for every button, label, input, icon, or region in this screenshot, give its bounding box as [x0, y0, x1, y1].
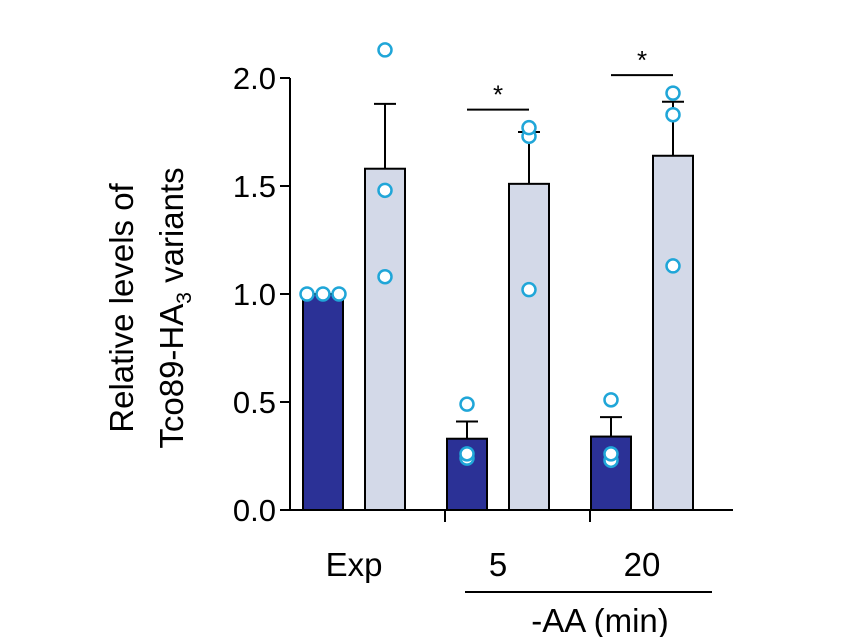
- bars: [302, 154, 694, 511]
- data-point: [377, 268, 393, 285]
- y-tick-label: 0.0: [233, 493, 276, 528]
- y-axis-label-line1: Relative levels of: [103, 182, 140, 432]
- data-point: [299, 286, 315, 302]
- data-point: [377, 182, 393, 199]
- data-point: [459, 396, 475, 412]
- y-tick-label: 2.0: [233, 61, 276, 96]
- data-point: [315, 286, 331, 302]
- bar-dark: [302, 293, 344, 511]
- data-point: [665, 85, 681, 101]
- bar-light: [364, 167, 406, 511]
- axes: 0.0 0.5 1.0 1.5 2.0: [233, 61, 733, 528]
- bar-light: [652, 154, 694, 511]
- y-axis-label-tco89: Tco89-HA: [153, 304, 190, 449]
- x-axis-labels: Exp 5 20 -AA (min): [326, 546, 712, 637]
- group-caption: -AA (min): [531, 602, 669, 637]
- data-point: [603, 446, 619, 462]
- y-tick-label: 1.5: [233, 169, 276, 204]
- significance-star: *: [493, 80, 503, 110]
- data-point: [603, 392, 619, 408]
- data-points: [299, 42, 681, 469]
- x-tick-label: 20: [624, 546, 661, 583]
- data-point: [377, 42, 393, 58]
- x-tick-label: 5: [489, 546, 507, 583]
- y-tick-label: 1.0: [233, 277, 276, 312]
- y-axis-label-subscript: 3: [173, 292, 196, 304]
- y-tick-label: 0.5: [233, 385, 276, 420]
- data-point: [521, 119, 537, 136]
- data-point: [521, 281, 537, 298]
- significance-markers: **: [467, 45, 673, 111]
- y-axis-label-line2: Tco89-HA3 variants: [153, 167, 196, 448]
- data-point: [459, 446, 475, 462]
- data-point: [331, 286, 347, 302]
- y-axis-label-variants: variants: [153, 167, 190, 292]
- bar-light: [508, 182, 550, 511]
- x-tick-label: Exp: [326, 546, 383, 583]
- data-point: [665, 258, 681, 274]
- data-point: [665, 106, 681, 123]
- significance-star: *: [637, 45, 647, 75]
- y-axis-label: Relative levels of Tco89-HA3 variants: [103, 167, 196, 448]
